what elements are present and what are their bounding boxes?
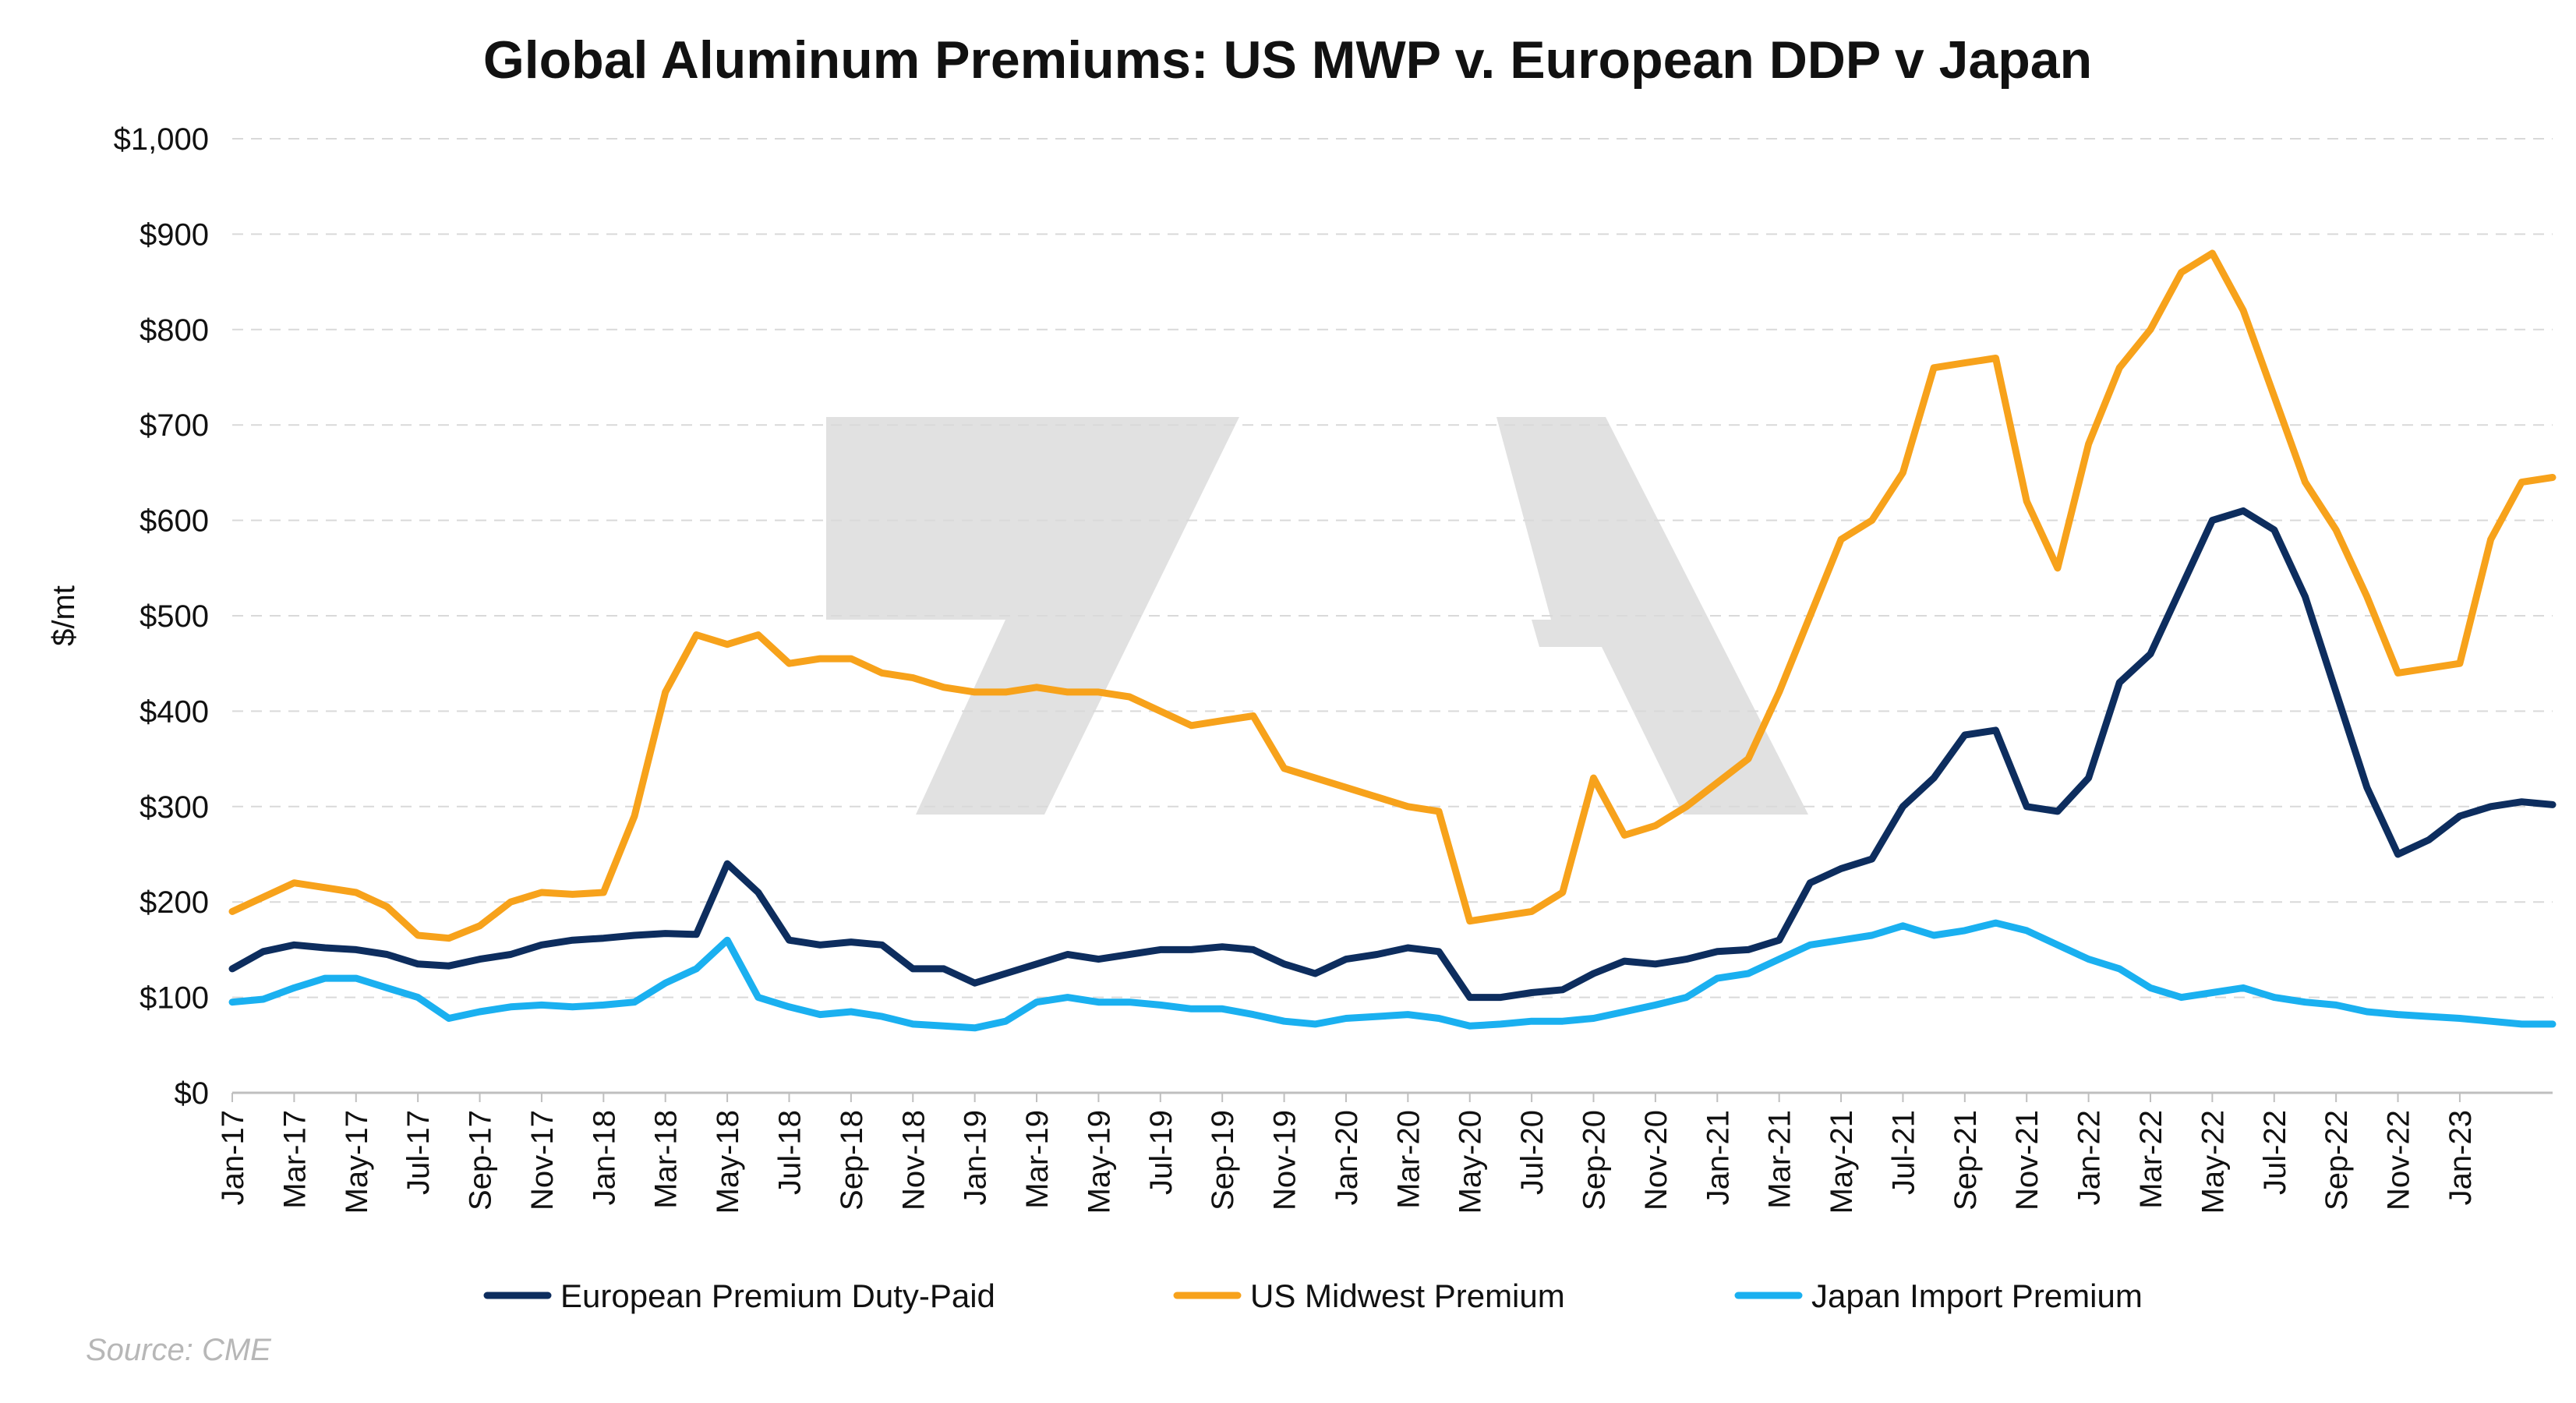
y-axis-label: $/mt [47, 585, 81, 646]
y-tick-label: $1,000 [114, 122, 209, 157]
x-tick-label: Mar-17 [277, 1110, 312, 1209]
y-axis-ticks: $0 $100 $200 $300 $400 $500 $600 $700 $800 $900 $1… [114, 122, 209, 1111]
x-tick-label: Jan-20 [1330, 1110, 1364, 1205]
x-tick-label: Nov-17 [525, 1110, 560, 1210]
x-tick-label: May-17 [340, 1110, 374, 1214]
x-tick-label: Nov-19 [1268, 1110, 1302, 1210]
source-annotation: Source: CME [86, 1333, 272, 1367]
y-tick-label: $900 [140, 217, 209, 252]
x-tick-label: May-21 [1825, 1110, 1859, 1214]
x-tick-label: Jul-20 [1515, 1110, 1549, 1195]
x-tick-label: May-19 [1082, 1110, 1116, 1214]
x-tick-label: Mar-19 [1020, 1110, 1055, 1209]
x-tick-label: Jul-17 [401, 1110, 436, 1195]
x-tick-label: Jan-23 [2443, 1110, 2478, 1205]
x-tick-label: Nov-18 [896, 1110, 931, 1210]
y-tick-label: $700 [140, 408, 209, 443]
x-tick-label: Jul-21 [1886, 1110, 1921, 1195]
x-tick-label: Jul-18 [772, 1110, 807, 1195]
x-tick-label: Nov-22 [2382, 1110, 2416, 1210]
x-tick-label: Jul-22 [2258, 1110, 2292, 1195]
y-tick-label: $300 [140, 790, 209, 825]
x-tick-label: Sep-20 [1578, 1110, 1612, 1210]
y-tick-label: $400 [140, 694, 209, 729]
x-tick-label: May-18 [711, 1110, 745, 1214]
x-tick-label: Sep-22 [2320, 1110, 2354, 1210]
y-tick-label: $100 [140, 981, 209, 1016]
legend-label-european-premium-duty-paid: European Premium Duty-Paid [560, 1278, 995, 1314]
y-tick-label: $500 [140, 599, 209, 634]
y-tick-label: $200 [140, 885, 209, 920]
x-tick-label: Mar-22 [2134, 1110, 2168, 1209]
x-tick-label: Jan-17 [216, 1110, 250, 1205]
series-line-japan-import-premium [228, 919, 2557, 1032]
y-tick-label: $600 [140, 504, 209, 539]
x-tick-label: Jul-19 [1144, 1110, 1178, 1195]
x-tick-label: Jan-21 [1701, 1110, 1735, 1205]
y-tick-label: $800 [140, 313, 209, 348]
x-tick-label: Mar-21 [1763, 1110, 1797, 1209]
x-tick-label: Jan-22 [2072, 1110, 2107, 1205]
x-tick-label: Mar-18 [649, 1110, 684, 1209]
legend-label-japan-import-premium: Japan Import Premium [1811, 1278, 2143, 1314]
x-tick-label: Sep-17 [464, 1110, 498, 1210]
x-tick-label: Mar-20 [1391, 1110, 1426, 1209]
x-tick-label: Sep-18 [835, 1110, 869, 1210]
chart-title: Global Aluminum Premiums: US MWP v. Euro… [483, 30, 2092, 90]
x-tick-label: Jan-18 [587, 1110, 621, 1205]
series-line-european-premium-duty-paid [228, 507, 2557, 1002]
y-tick-label: $0 [175, 1076, 210, 1111]
x-tick-label: Sep-19 [1206, 1110, 1240, 1210]
legend-label-us-midwest-premium: US Midwest Premium [1250, 1278, 1565, 1314]
series-line-us-midwest-premium [228, 249, 2557, 942]
x-tick-label: Sep-21 [1949, 1110, 1983, 1210]
logo-watermark [826, 417, 1808, 815]
series-lines [228, 249, 2557, 1032]
x-axis-ticks: Jan-17 Mar-17 May-17 Jul-17 Sep-17 Nov-17 Jan-… [216, 1093, 2478, 1214]
x-tick-label: Jan-19 [959, 1110, 993, 1205]
x-tick-label: May-20 [1454, 1110, 1488, 1214]
x-tick-label: May-22 [2196, 1110, 2230, 1214]
legend: European Premium Duty-Paid US Midwest Pre… [483, 1278, 2143, 1314]
x-tick-label: Nov-20 [1639, 1110, 1673, 1210]
x-tick-label: Nov-21 [2010, 1110, 2044, 1210]
